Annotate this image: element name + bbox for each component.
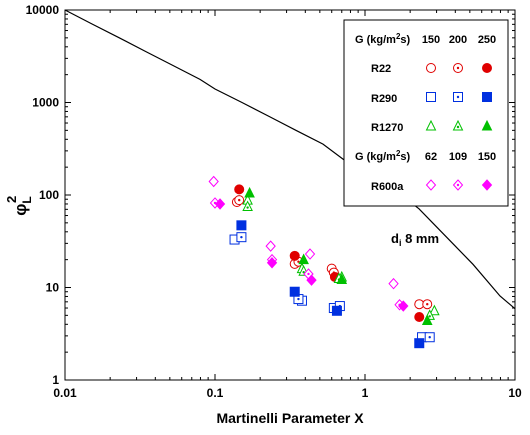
data-point — [234, 184, 245, 195]
legend-marker-r1270-2 — [452, 119, 464, 131]
legend-header-1-value-1: 150 — [422, 34, 440, 46]
legend-label-r290: R290 — [371, 93, 397, 105]
y-tick-label: 1 — [52, 373, 59, 387]
data-point — [266, 257, 278, 269]
data-point — [236, 220, 247, 231]
data-points — [208, 175, 440, 349]
legend-marker-r1270-1 — [425, 119, 437, 131]
y-tick-label: 100 — [39, 188, 59, 202]
data-point — [336, 273, 348, 285]
data-point — [429, 304, 440, 316]
data-point — [388, 277, 399, 290]
data-point — [414, 338, 425, 349]
data-point — [331, 305, 342, 316]
data-point — [265, 240, 276, 252]
data-point — [244, 186, 255, 198]
legend-label-r1270: R1270 — [371, 122, 403, 134]
legend-marker-r1270-3 — [481, 119, 493, 131]
y-tick-label: 1000 — [32, 96, 59, 110]
axis-ticks — [64, 10, 515, 381]
data-point — [414, 311, 425, 322]
legend: G (kg/m2s) 150 200 250 R22 R290 R1270 G … — [343, 19, 509, 207]
y-axis-label-superscript: 2 — [4, 196, 19, 203]
svg-text:φL: φL — [11, 196, 34, 216]
x-tick-label: 0.01 — [53, 386, 77, 400]
data-point — [422, 299, 433, 310]
data-point — [214, 198, 226, 210]
data-point — [424, 332, 435, 343]
y-axis-label-symbol: φ — [11, 204, 30, 216]
data-point — [298, 253, 309, 265]
data-point — [421, 314, 433, 325]
legend-header-1: G (kg/m2s) — [355, 32, 411, 46]
legend-marker-r22-1 — [426, 63, 436, 73]
series-r600a-g150 — [214, 198, 409, 312]
legend-header-2-value-2: 109 — [449, 151, 467, 163]
data-point — [306, 274, 317, 286]
legend-box — [343, 19, 509, 207]
series-r290-g250 — [236, 220, 425, 349]
data-point — [289, 250, 300, 261]
data-point — [289, 286, 300, 297]
series-r600a-g62 — [208, 175, 399, 290]
series-r1270-g250 — [244, 186, 433, 325]
data-point — [242, 200, 253, 212]
legend-label-r22: R22 — [371, 63, 391, 75]
legend-markers — [425, 63, 493, 191]
series-r22-g200 — [234, 195, 433, 310]
correlation-curve — [64, 9, 516, 310]
legend-header-2-value-1: 62 — [425, 151, 437, 163]
series-r22-g150 — [231, 197, 425, 310]
x-tick-label: 1 — [362, 386, 369, 400]
x-axis-label: Martinelli Parameter X — [216, 410, 364, 426]
legend-marker-r290-2 — [453, 92, 463, 102]
legend-header-1-value-2: 200 — [449, 34, 467, 46]
x-tick-label: 0.1 — [207, 386, 224, 400]
legend-header-1-value-3: 250 — [478, 34, 496, 46]
legend-marker-r600a-3 — [481, 179, 493, 191]
legend-marker-r22-3 — [482, 63, 492, 73]
diameter-annotation: di 8 mm — [391, 231, 439, 248]
series-r290-g150 — [229, 234, 428, 343]
y-axis-label: φL 2 — [4, 196, 34, 216]
legend-marker-r600a-2 — [452, 179, 464, 191]
curve-layer — [64, 9, 516, 310]
legend-marker-r290-3 — [482, 92, 492, 102]
data-point — [208, 175, 219, 188]
data-point — [304, 248, 316, 260]
legend-marker-r22-2 — [453, 63, 463, 73]
y-axis-label-subscript: L — [20, 196, 34, 203]
series-r22-g250 — [234, 184, 425, 322]
legend-header-2: G (kg/m2s) — [355, 149, 411, 163]
x-tick-label: 10 — [508, 386, 522, 400]
data-point — [398, 300, 409, 312]
y-tick-label: 10 — [46, 281, 60, 295]
legend-marker-r290-1 — [426, 92, 436, 102]
legend-marker-r600a-1 — [425, 179, 437, 191]
y-tick-label: 10000 — [26, 3, 60, 17]
legend-label-r600a: R600a — [371, 181, 404, 193]
series-r290-g200 — [236, 232, 435, 343]
data-point — [234, 195, 245, 206]
tick-labels: 0.01 0.1 1 10 1 10 100 1000 10000 — [26, 3, 522, 400]
legend-header-2-value-3: 150 — [478, 151, 496, 163]
data-point — [236, 232, 247, 243]
